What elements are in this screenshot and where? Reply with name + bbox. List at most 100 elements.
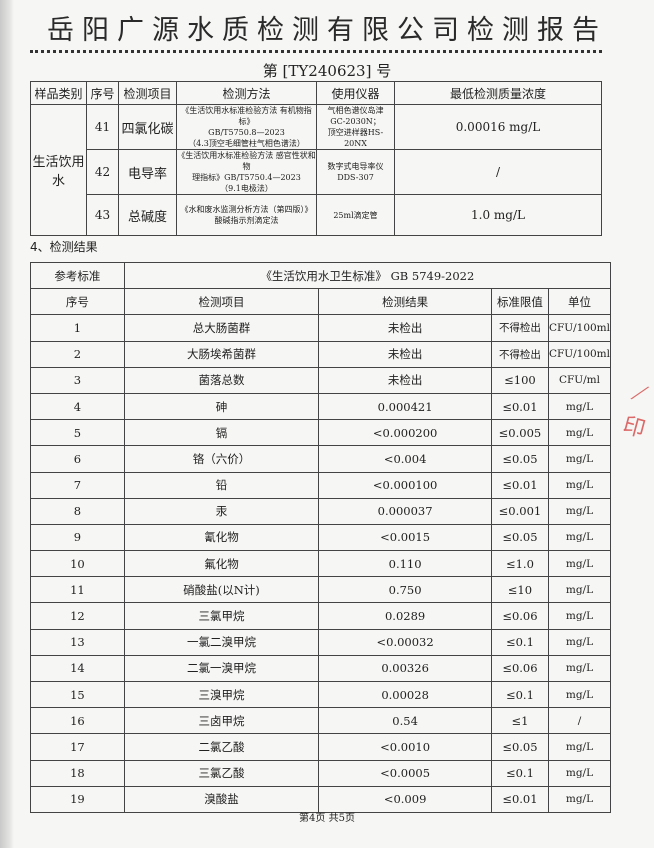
column-header: 检测项目	[118, 81, 177, 105]
table-row: 7 铅 <0.000100 ≤0.01 mg/L	[30, 471, 612, 499]
standard-limit: ≤0.01	[490, 392, 549, 421]
table-row: 5 镉 <0.000200 ≤0.005 mg/L	[30, 419, 612, 447]
standard-limit: ≤0.05	[490, 523, 549, 552]
test-method: 《水和废水监测分析方法（第四版）》 酸碱指示剂滴定法	[176, 194, 317, 236]
test-result: <0.0010	[318, 733, 492, 761]
instrument-line: 数字式电导率仪	[327, 162, 384, 171]
table-row: 12 三氯甲烷 0.0289 ≤0.06 mg/L	[30, 602, 612, 630]
row-number: 11	[30, 576, 125, 604]
row-number: 10	[30, 550, 125, 578]
table-row: 11 硝酸盐(以N计) 0.750 ≤10 mg/L	[30, 576, 612, 604]
test-result: 0.00028	[318, 680, 492, 709]
column-header: 使用仪器	[316, 81, 395, 105]
standard-limit: 不得检出	[490, 314, 549, 342]
standard-limit: ≤0.1	[490, 759, 549, 787]
table-row: 4 砷 0.000421 ≤0.01 mg/L	[30, 392, 612, 421]
unit: CFU/ml	[547, 366, 612, 394]
standard-limit: ≤0.001	[490, 497, 549, 525]
row-number: 13	[30, 628, 125, 656]
method-line: 理指标》GB/T5750.4—2023	[192, 173, 301, 182]
method-line: 《水和废水监测分析方法（第四版）》	[180, 205, 313, 214]
test-item: 三氯甲烷	[123, 602, 320, 630]
test-item: 三氯乙酸	[123, 759, 320, 787]
column-header: 检测结果	[318, 288, 492, 316]
unit: CFU/100ml	[547, 340, 612, 368]
table-row: 1 总大肠菌群 未检出 不得检出 CFU/100ml	[30, 314, 612, 342]
header-row: 序号 检测项目 检测结果 标准限值 单位	[30, 288, 612, 316]
column-header: 最低检测质量浓度	[394, 81, 602, 105]
standard-limit: ≤1	[490, 707, 549, 735]
table-row: 42 电导率 《生活饮用水标准检验方法 感官性状和物 理指标》GB/T5750.4—2…	[31, 149, 602, 195]
test-item: 三溴甲烷	[123, 680, 320, 709]
test-item: 总大肠菌群	[123, 314, 320, 342]
table-row: 3 菌落总数 未检出 ≤100 CFU/ml	[30, 366, 612, 394]
instrument: 25ml滴定管	[316, 194, 395, 236]
row-number: 42	[86, 149, 119, 195]
standard-limit: ≤0.06	[490, 602, 549, 630]
test-item: 大肠埃希菌群	[123, 340, 320, 368]
divider	[30, 50, 602, 53]
instrument-line: 25ml滴定管	[333, 210, 378, 220]
table-row: 18 三氯乙酸 <0.0005 ≤0.1 mg/L	[30, 759, 612, 787]
unit: mg/L	[547, 445, 612, 473]
test-result: 0.00326	[318, 654, 492, 683]
row-number: 4	[30, 392, 125, 421]
unit: mg/L	[547, 497, 612, 525]
test-result: 0.000037	[318, 497, 492, 525]
standard-limit: ≤0.1	[490, 628, 549, 656]
test-item: 三卤甲烷	[123, 707, 320, 735]
sample-category: 生活饮用水	[30, 104, 87, 236]
table-row: 16 三卤甲烷 0.54 ≤1/	[30, 707, 612, 735]
method-table: 样品类别 序号 检测项目 检测方法 使用仪器 最低检测质量浓度 生活饮用水 41 四氯化碳 《生…	[30, 81, 602, 236]
table-row: 8 汞 0.000037 ≤0.001 mg/L	[30, 497, 612, 525]
min-detection-concentration: /	[394, 149, 602, 195]
test-result: <0.000200	[318, 419, 492, 447]
row-number: 8	[30, 497, 125, 525]
reference-row: 参考标准 《生活饮用水卫生标准》 GB 5749-2022	[30, 261, 612, 290]
test-item: 氰化物	[123, 523, 320, 552]
min-detection-concentration: 1.0 mg/L	[394, 194, 602, 236]
unit: mg/L	[547, 576, 612, 604]
column-header: 样品类别	[30, 81, 87, 105]
table-row: 9 氰化物 <0.0015 ≤0.05 mg/L	[30, 523, 612, 552]
test-result: <0.0005	[318, 759, 492, 787]
table-row: 生活饮用水 41 四氯化碳 《生活饮用水标准检验方法 有机物指标》 GB/T5750.8…	[30, 104, 602, 236]
unit: mg/L	[547, 523, 612, 552]
column-header: 单位	[547, 288, 612, 316]
table-row: 17 二氯乙酸 <0.0010 ≤0.05 mg/L	[30, 733, 612, 761]
instrument-line: DDS-307	[337, 173, 374, 182]
page-footer: 第4页 共5页	[299, 813, 355, 824]
test-item: 氟化物	[123, 550, 320, 578]
test-result: 0.0289	[318, 602, 492, 630]
row-number: 41	[86, 104, 119, 150]
unit: mg/L	[547, 550, 612, 578]
row-number: 7	[30, 471, 125, 499]
test-item: 汞	[123, 497, 320, 525]
column-header: 检测方法	[176, 81, 317, 105]
row-number: 19	[30, 785, 125, 813]
test-item: 总碱度	[118, 194, 177, 236]
column-header: 标准限值	[490, 288, 549, 316]
unit: CFU/100ml	[547, 314, 612, 342]
standard-limit: ≤10	[490, 576, 549, 604]
standard-limit: ≤0.005	[490, 419, 549, 447]
test-item: 二氯乙酸	[123, 733, 320, 761]
test-method: 《生活饮用水标准检验方法 感官性状和物 理指标》GB/T5750.4—2023 （9…	[176, 149, 317, 195]
header-row: 样品类别 序号 检测项目 检测方法 使用仪器 最低检测质量浓度	[30, 81, 602, 105]
unit: mg/L	[547, 471, 612, 499]
red-stamp: ⟋ 印	[620, 380, 651, 443]
unit: mg/L	[547, 392, 612, 421]
unit: mg/L	[547, 680, 612, 709]
table-row: 14 二氯一溴甲烷 0.00326 ≤0.06 mg/L	[30, 654, 612, 683]
row-number: 14	[30, 654, 125, 683]
table-row: 6 铬（六价） <0.004 ≤0.05 mg/L	[30, 445, 612, 473]
column-header: 序号	[86, 81, 119, 105]
method-line: （9.1电极法）	[220, 184, 273, 193]
row-number: 17	[30, 733, 125, 761]
test-result: <0.000100	[318, 471, 492, 499]
column-header: 检测项目	[123, 288, 320, 316]
test-result: <0.0015	[318, 523, 492, 552]
unit: mg/L	[547, 733, 612, 761]
test-result: 未检出	[318, 366, 492, 394]
standard-limit: ≤0.01	[490, 471, 549, 499]
